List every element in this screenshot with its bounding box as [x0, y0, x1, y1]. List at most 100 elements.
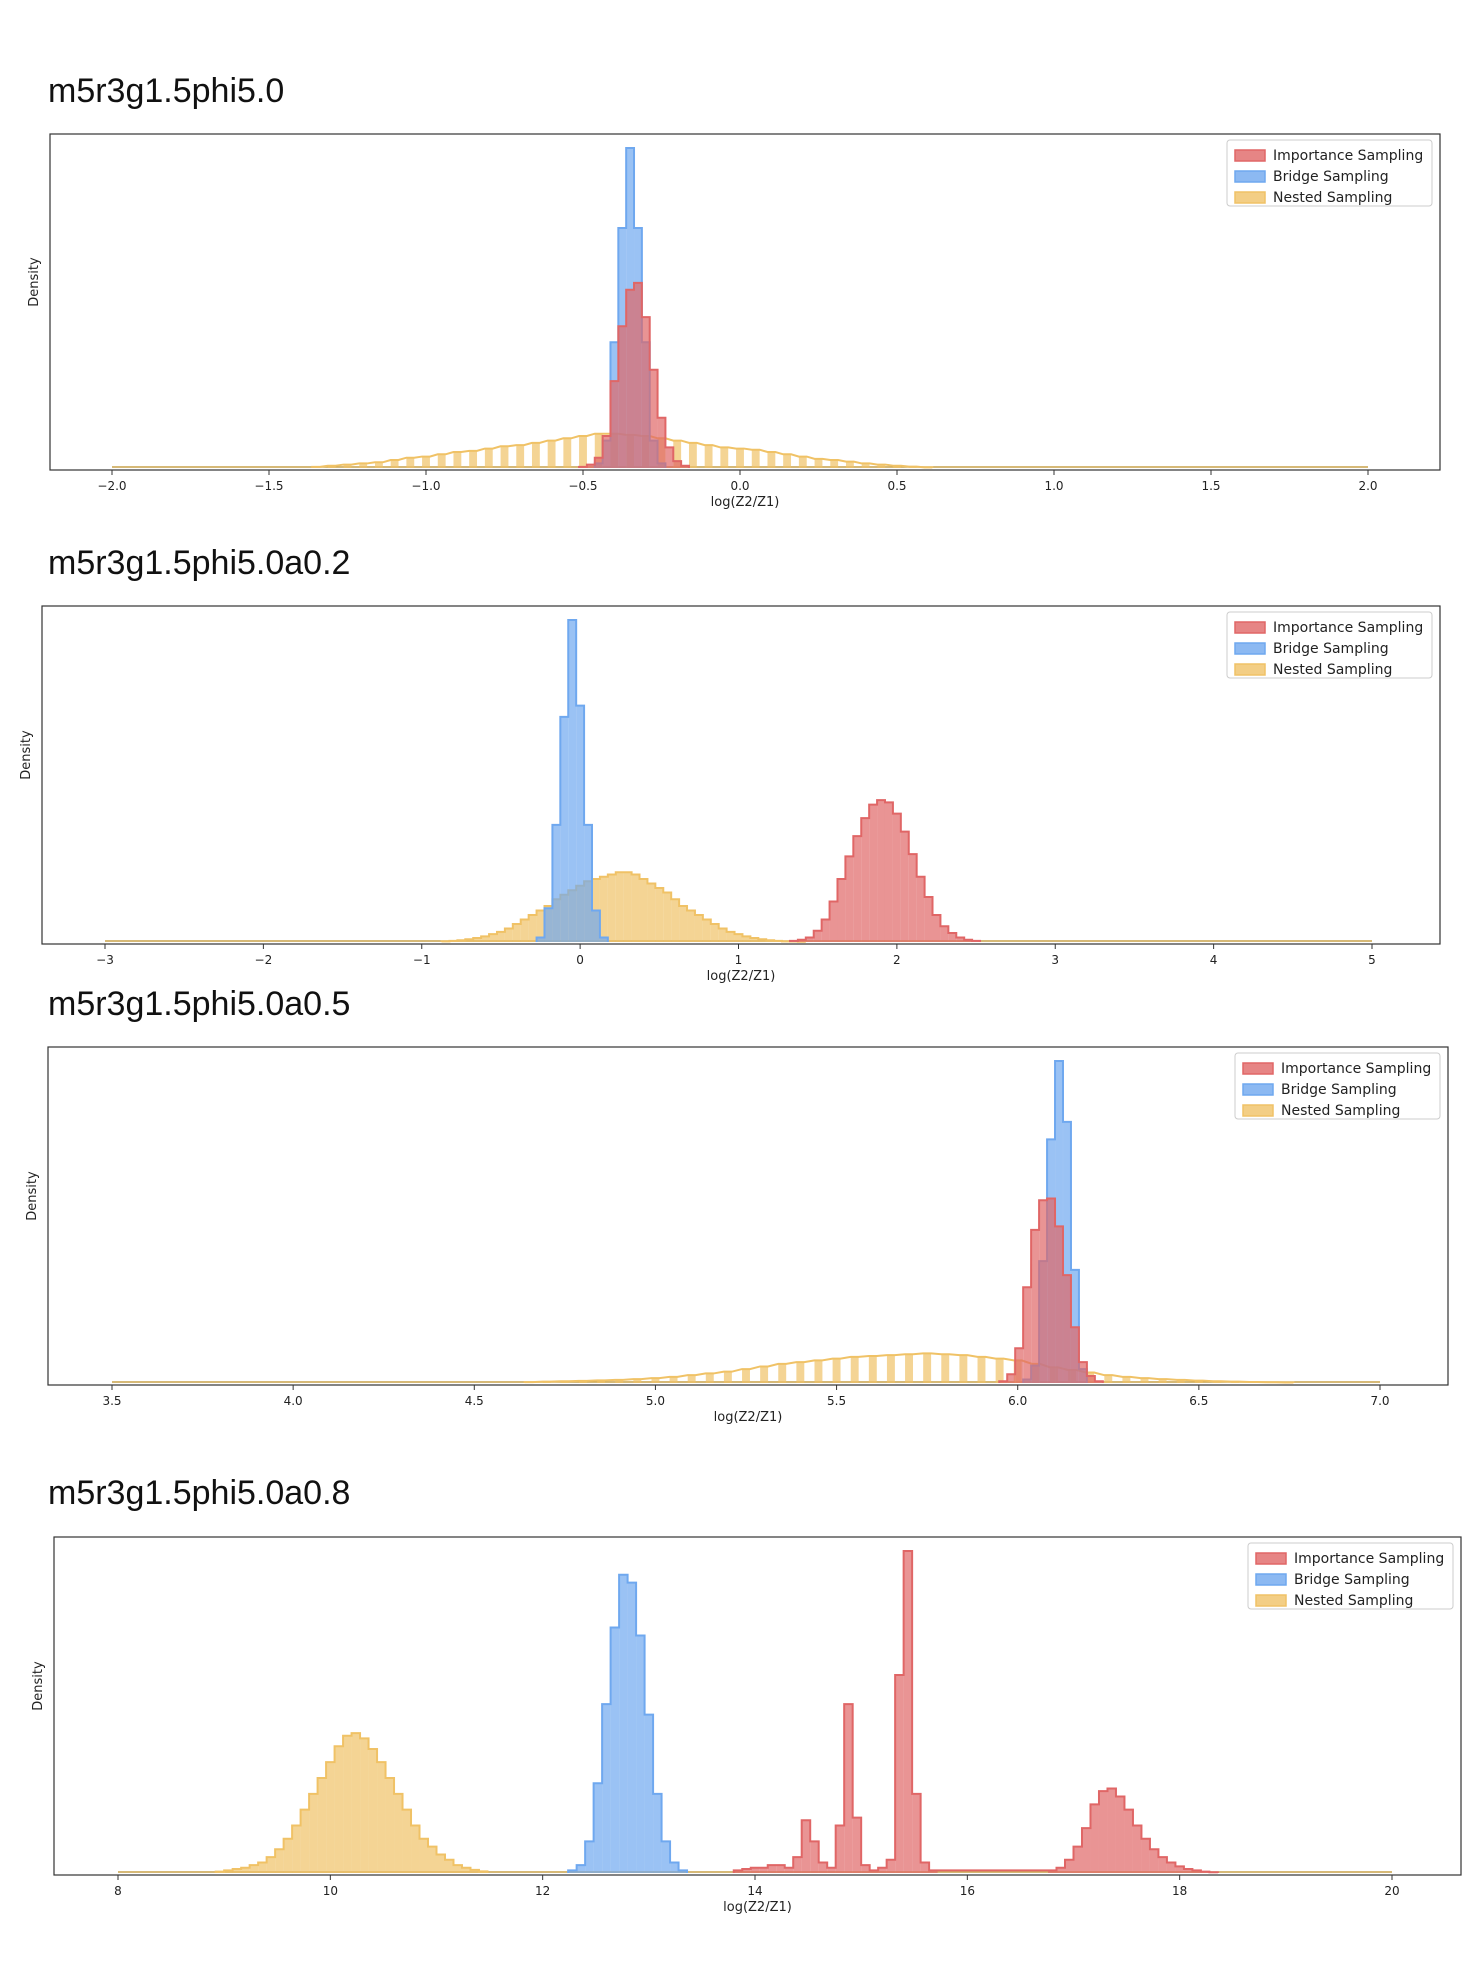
histogram-bar — [742, 1869, 751, 1873]
x-tick-label: −2.0 — [97, 479, 126, 493]
histogram-bar — [868, 1356, 877, 1383]
x-tick-label: 18 — [1172, 1884, 1187, 1898]
histogram-bar — [275, 1849, 284, 1873]
histogram-bar — [877, 800, 885, 942]
histogram-bar — [453, 1865, 462, 1873]
histogram-bar — [678, 1870, 688, 1873]
histogram-bar — [465, 939, 474, 942]
histogram-bar — [406, 457, 415, 468]
histogram-bar — [481, 936, 490, 942]
histogram-bar — [681, 465, 689, 468]
histogram-bar — [959, 1355, 968, 1383]
histogram-bar — [1048, 1870, 1057, 1873]
histogram-bar — [639, 878, 648, 942]
histogram-bar — [810, 1841, 819, 1873]
histogram-bar — [736, 448, 744, 468]
histogram-bar — [528, 914, 537, 942]
histogram-bar — [801, 1820, 811, 1873]
histogram-bar — [636, 1635, 645, 1873]
histogram-outline — [1022, 1060, 1088, 1383]
legend-entry: Nested Sampling — [1273, 190, 1392, 206]
legend-box — [1234, 1052, 1441, 1120]
histogram-bar — [360, 1738, 369, 1873]
x-tick-label: 1.5 — [1201, 479, 1220, 493]
histogram-bar — [436, 1854, 445, 1873]
histogram-bar — [563, 438, 572, 468]
histogram-bar — [688, 442, 697, 468]
histogram-bar — [778, 1363, 787, 1383]
histogram-bar — [1166, 1862, 1176, 1873]
histogram-bar — [568, 1870, 577, 1873]
series-bridge-sampling — [567, 1573, 689, 1873]
plot-frame — [41, 605, 1441, 945]
histogram-bar — [453, 452, 462, 468]
histogram-bar — [784, 1867, 794, 1873]
histogram-bar — [437, 454, 446, 468]
histogram-bar — [470, 1869, 479, 1873]
histogram-bar — [905, 1354, 913, 1383]
histogram-bar — [733, 1870, 743, 1873]
legend: Importance Sampling Bridge Sampling Nested… — [1247, 1542, 1454, 1610]
x-tick-label: −3 — [96, 953, 114, 967]
histogram-bar — [597, 1380, 606, 1383]
legend: Importance Sampling Bridge Sampling Nested… — [1226, 139, 1433, 207]
histogram-bar — [615, 872, 624, 942]
series-bridge-sampling — [535, 619, 609, 942]
histogram-bar — [1124, 1809, 1133, 1873]
histogram-bar — [903, 1551, 913, 1873]
x-tick-label: 0 — [576, 953, 584, 967]
histogram-bar — [1031, 1229, 1040, 1383]
histogram-bar — [602, 436, 611, 468]
x-tick-label: −2 — [255, 953, 273, 967]
histogram-bar — [1132, 1825, 1142, 1873]
histogram-outline — [788, 799, 982, 942]
histogram-bar — [663, 892, 672, 942]
histogram-bar — [516, 445, 525, 468]
histogram-bar — [607, 874, 616, 942]
x-tick-label: 2.0 — [1358, 479, 1377, 493]
histogram-bar — [844, 1704, 853, 1873]
histogram-bar — [1063, 1121, 1071, 1383]
histogram-bar — [374, 462, 383, 468]
x-axis-label: log(Z2/Z1) — [723, 1900, 792, 1915]
histogram-bar — [618, 326, 627, 468]
legend-box — [1226, 611, 1433, 679]
x-tick-label: −1 — [413, 953, 431, 967]
series-nested-sampling — [523, 1352, 1295, 1384]
histogram-bar — [673, 461, 682, 468]
histogram-bar — [869, 804, 878, 942]
chart-title-1: m5r3g1.5phi5.0 — [48, 72, 285, 110]
histogram-bar — [886, 1859, 896, 1873]
legend-entry: Bridge Sampling — [1294, 1572, 1410, 1588]
histogram-outline — [440, 871, 807, 943]
histogram-bar — [895, 1675, 904, 1873]
histogram-bar — [1078, 1362, 1087, 1383]
histogram-bar — [1122, 1376, 1131, 1383]
histogram-bar — [932, 914, 941, 942]
legend-swatch — [1234, 149, 1266, 162]
histogram-bar — [599, 937, 608, 942]
histogram-bar — [615, 1379, 624, 1383]
histogram-bar — [1007, 1374, 1016, 1383]
histogram-bar — [283, 1838, 293, 1873]
x-tick-label: 1.0 — [1044, 479, 1063, 493]
histogram-bar — [1039, 1200, 1048, 1383]
histogram-bar — [1086, 1376, 1095, 1383]
histogram-bar — [644, 1714, 654, 1873]
legend-box — [1247, 1542, 1454, 1610]
legend-entry: Bridge Sampling — [1273, 641, 1389, 657]
chart-title-3: m5r3g1.5phi5.0a0.5 — [48, 985, 351, 1023]
histogram-bar — [679, 905, 688, 942]
chart-title-2: m5r3g1.5phi5.0a0.2 — [48, 544, 351, 582]
histogram-bar — [422, 456, 430, 468]
legend-swatch — [1242, 1062, 1274, 1075]
histogram-bar — [224, 1870, 233, 1873]
series-nested-sampling — [440, 871, 807, 943]
x-tick-label: 6.5 — [1189, 1394, 1208, 1408]
histogram-bar — [861, 818, 870, 942]
histogram-bar — [419, 1838, 429, 1873]
histogram-bar — [359, 463, 368, 468]
x-tick-label: 3 — [1051, 953, 1059, 967]
histogram-bar — [1056, 1867, 1066, 1873]
histogram-bar — [619, 1574, 628, 1873]
